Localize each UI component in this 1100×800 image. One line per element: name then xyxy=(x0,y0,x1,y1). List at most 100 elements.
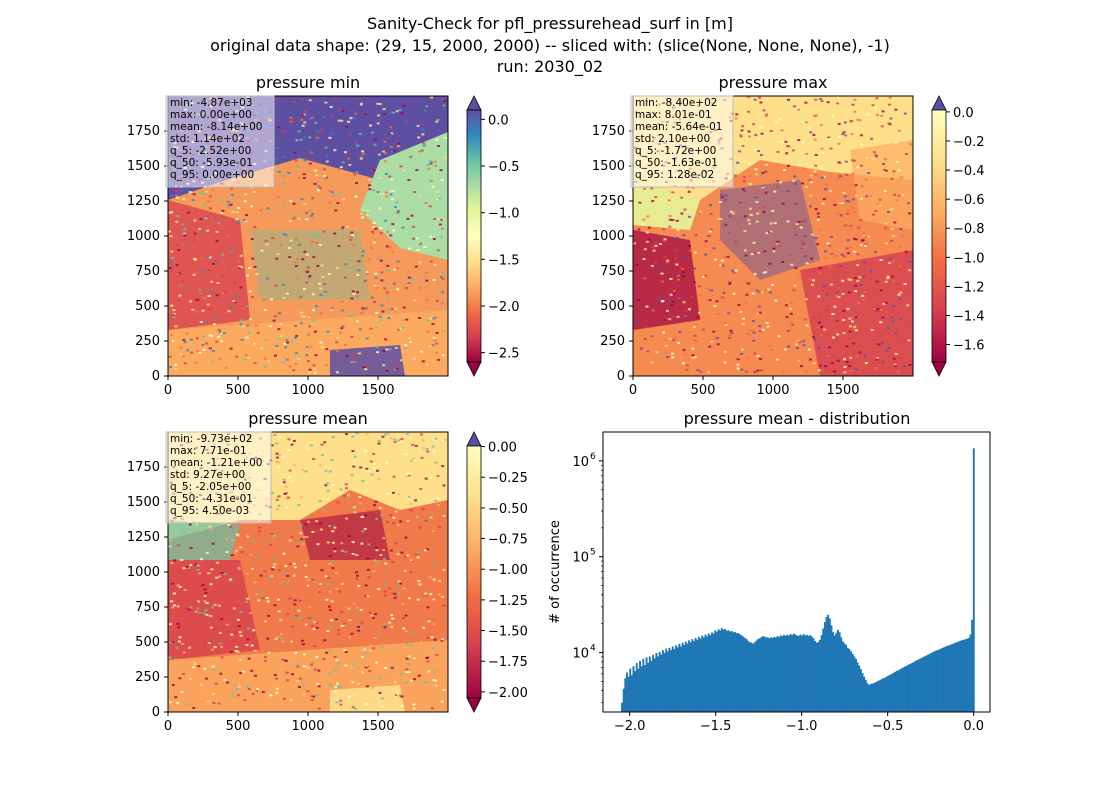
heatmap-pixel xyxy=(306,448,310,451)
heatmap-pixel xyxy=(899,176,903,179)
heatmap-pixel xyxy=(820,167,824,170)
y-tick-label: 250 xyxy=(135,670,160,685)
heatmap-pixel xyxy=(217,335,221,338)
heatmap-pixel xyxy=(174,541,178,544)
heatmap-pixel xyxy=(263,308,267,311)
heatmap-pixel xyxy=(308,99,312,102)
y-tick-label: 1250 xyxy=(127,194,160,209)
heatmap-pixel xyxy=(381,363,385,366)
heatmap-pixel xyxy=(720,193,724,196)
heatmap-pixel xyxy=(783,348,787,351)
heatmap-pixel xyxy=(234,650,238,653)
heatmap-pixel xyxy=(169,641,173,644)
heatmap-pixel xyxy=(784,140,788,143)
heatmap-pixel xyxy=(847,291,851,294)
colorbar-extend-top xyxy=(931,95,947,111)
histogram-bar xyxy=(884,677,887,712)
heatmap-pixel xyxy=(836,321,840,324)
heatmap-pixel xyxy=(220,211,224,214)
heatmap-pixel xyxy=(876,114,879,117)
heatmap-pixel xyxy=(835,320,839,323)
heatmap-pixel xyxy=(776,240,780,243)
heatmap-pixel xyxy=(405,472,409,475)
heatmap-pixel xyxy=(652,249,656,252)
heatmap-pixel xyxy=(797,342,801,345)
heatmap-pixel xyxy=(754,148,758,151)
heatmap-pixel xyxy=(655,351,659,354)
heatmap-pixel xyxy=(243,219,246,221)
histogram-bar xyxy=(751,643,754,712)
heatmap-pixel xyxy=(251,296,254,298)
histogram-bar xyxy=(871,683,874,712)
heatmap-pixel xyxy=(682,275,685,278)
heatmap-pixel xyxy=(172,309,176,312)
heatmap-pixel xyxy=(413,191,417,194)
histogram-bar xyxy=(954,642,957,712)
heatmap-pixel xyxy=(899,317,903,320)
heatmap-pixel xyxy=(371,687,375,689)
colorbar-tick-label: −0.5 xyxy=(488,160,520,175)
x-tick-label: −1.0 xyxy=(786,719,818,734)
heatmap-pixel xyxy=(247,357,251,360)
heatmap-pixel xyxy=(326,489,330,492)
heatmap-pixel xyxy=(822,198,826,200)
histogram-bar xyxy=(686,643,689,712)
heatmap-pixel xyxy=(826,355,830,357)
heatmap-pixel xyxy=(440,219,443,221)
x-tick-label: 1500 xyxy=(361,383,394,398)
heatmap-pixel xyxy=(284,660,288,662)
heatmap-pixel xyxy=(693,356,697,358)
heatmap-pixel xyxy=(205,602,209,604)
heatmap-pixel xyxy=(895,141,899,144)
histogram-bar xyxy=(797,635,800,712)
heatmap-pixel xyxy=(264,239,268,242)
heatmap-pixel xyxy=(207,295,211,298)
heatmap-pixel xyxy=(685,368,689,371)
heatmap-pixel xyxy=(432,679,436,681)
heatmap-pixel xyxy=(396,524,400,527)
heatmap-pixel xyxy=(310,214,313,217)
histogram-bar xyxy=(897,670,900,712)
heatmap-pixel xyxy=(211,693,215,696)
heatmap-pixel xyxy=(204,321,208,324)
heatmap-pixel xyxy=(282,552,286,555)
heatmap-pixel xyxy=(351,505,354,508)
heatmap-pixel xyxy=(426,660,430,663)
heatmap-pixel xyxy=(669,278,673,280)
heatmap-pixel xyxy=(765,113,769,116)
heatmap-pixel xyxy=(897,194,901,197)
heatmap-pixel xyxy=(763,104,767,107)
heatmap-pixel xyxy=(281,637,285,640)
heatmap-pixel xyxy=(390,178,394,181)
heatmap-pixel xyxy=(801,242,805,245)
heatmap-pixel xyxy=(245,274,249,277)
heatmap-pixel xyxy=(739,311,743,313)
heatmap-pixel xyxy=(296,277,300,280)
histogram-bar xyxy=(873,683,875,712)
heatmap-pixel xyxy=(327,273,331,276)
heatmap-pixel xyxy=(437,145,440,147)
heatmap-pixel xyxy=(372,570,376,573)
heatmap-pixel xyxy=(667,199,671,202)
heatmap-pixel xyxy=(443,136,447,139)
heatmap-pixel xyxy=(389,126,393,129)
heatmap-pixel xyxy=(359,608,363,611)
heatmap-pixel xyxy=(296,680,300,683)
heatmap-pixel xyxy=(368,178,372,181)
histogram-bar xyxy=(743,637,746,712)
heatmap-pixel xyxy=(196,600,200,603)
heatmap-pixel xyxy=(366,469,370,472)
colorbar-extend-bottom xyxy=(931,361,947,377)
heatmap-pixel xyxy=(442,604,446,607)
histogram-bar xyxy=(629,668,632,712)
heatmap-pixel xyxy=(688,215,691,218)
heatmap-pixel xyxy=(196,607,200,610)
heatmap-pixel xyxy=(236,604,240,607)
heatmap-pixel xyxy=(263,570,267,573)
heatmap-pixel xyxy=(855,368,859,371)
heatmap-pixel xyxy=(308,136,312,139)
heatmap-pixel xyxy=(277,170,281,173)
heatmap-pixel xyxy=(237,207,241,209)
heatmap-pixel xyxy=(198,351,202,354)
